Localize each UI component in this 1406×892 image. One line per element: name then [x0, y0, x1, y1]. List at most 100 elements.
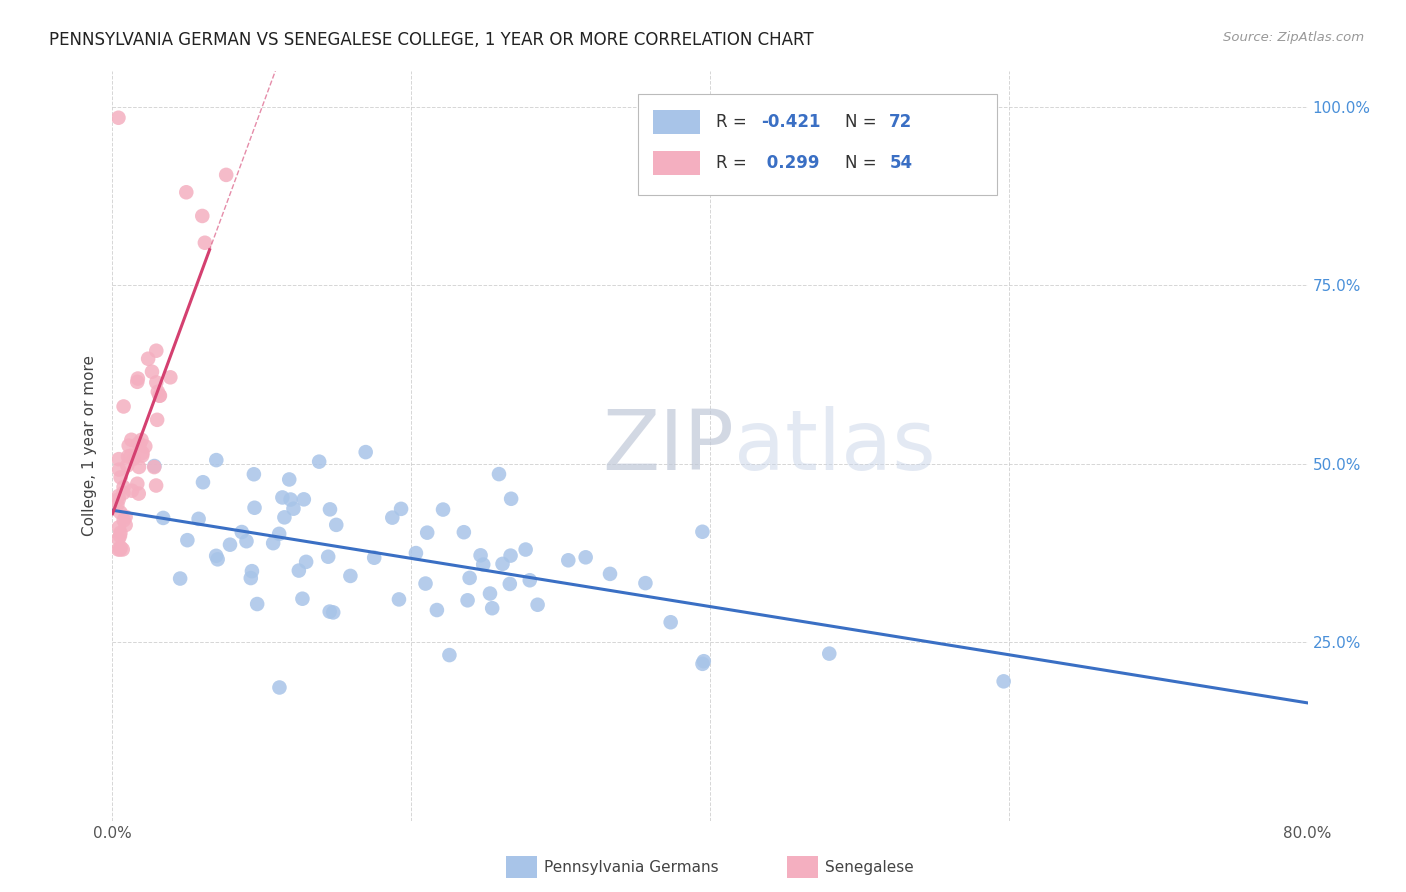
Point — [295, 555, 318, 569]
Point — [499, 577, 522, 591]
Point — [231, 524, 253, 539]
Point — [114, 509, 136, 524]
Point — [110, 525, 132, 540]
Point — [319, 502, 342, 516]
Point — [117, 458, 139, 473]
Point — [432, 502, 454, 516]
Point — [325, 517, 347, 532]
Point — [131, 446, 153, 460]
Point — [107, 542, 129, 557]
Point — [472, 558, 495, 572]
Bar — [652, 151, 700, 175]
Point — [127, 375, 149, 389]
Point — [207, 552, 229, 566]
Point — [108, 520, 131, 534]
Point — [143, 458, 166, 473]
Point — [481, 601, 503, 615]
Point — [557, 553, 579, 567]
Text: N =: N = — [845, 153, 882, 172]
Text: 0.299: 0.299 — [762, 153, 820, 172]
Y-axis label: College, 1 year or more: College, 1 year or more — [82, 356, 97, 536]
Point — [128, 437, 150, 451]
Point — [112, 513, 135, 527]
Point — [339, 569, 361, 583]
Point — [291, 591, 314, 606]
Point — [108, 529, 131, 543]
Point — [235, 534, 257, 549]
Point — [107, 452, 129, 467]
Point — [322, 606, 344, 620]
Text: atlas: atlas — [734, 406, 935, 486]
Text: N =: N = — [845, 113, 882, 131]
Point — [659, 615, 682, 630]
Point — [169, 572, 191, 586]
Point — [127, 371, 149, 385]
Point — [283, 501, 305, 516]
Point — [262, 536, 284, 550]
Point — [599, 566, 621, 581]
Point — [478, 586, 501, 600]
Text: ZIP: ZIP — [602, 406, 734, 486]
Point — [426, 603, 449, 617]
Point — [405, 546, 427, 560]
Point — [388, 592, 411, 607]
Point — [458, 571, 481, 585]
Point — [176, 533, 198, 548]
Point — [114, 518, 136, 533]
Point — [453, 525, 475, 540]
Point — [146, 413, 169, 427]
Text: -0.421: -0.421 — [762, 113, 821, 131]
Point — [271, 491, 294, 505]
Point — [107, 111, 129, 125]
Point — [488, 467, 510, 482]
Point — [112, 480, 135, 494]
Point — [501, 491, 523, 506]
Point — [152, 511, 174, 525]
Point — [280, 492, 302, 507]
Point — [288, 564, 311, 578]
Point — [148, 389, 170, 403]
Point — [191, 475, 214, 490]
Point — [191, 209, 214, 223]
Point — [692, 524, 714, 539]
Point — [117, 450, 139, 464]
Point — [134, 439, 156, 453]
FancyBboxPatch shape — [638, 94, 997, 195]
Point — [145, 343, 167, 358]
Point — [575, 550, 598, 565]
Point — [269, 526, 291, 541]
Point — [243, 500, 266, 515]
Point — [491, 557, 513, 571]
Point — [145, 478, 167, 492]
Point — [693, 654, 716, 668]
Point — [205, 549, 228, 563]
Point — [278, 473, 301, 487]
Point — [316, 549, 339, 564]
Point — [246, 597, 269, 611]
Point — [131, 433, 153, 447]
Point — [205, 453, 228, 467]
Point — [273, 510, 295, 524]
Point — [112, 400, 135, 414]
Point — [110, 541, 132, 555]
Text: R =: R = — [716, 113, 752, 131]
Point — [415, 576, 437, 591]
Point — [318, 605, 340, 619]
Point — [128, 460, 150, 475]
Point — [439, 648, 461, 662]
Point — [145, 376, 167, 390]
Point — [515, 542, 537, 557]
Point — [136, 351, 159, 366]
Point — [292, 492, 315, 507]
Point — [194, 235, 217, 250]
Text: Source: ZipAtlas.com: Source: ZipAtlas.com — [1223, 31, 1364, 45]
Point — [457, 593, 479, 607]
Point — [993, 674, 1015, 689]
Text: PENNSYLVANIA GERMAN VS SENEGALESE COLLEGE, 1 YEAR OR MORE CORRELATION CHART: PENNSYLVANIA GERMAN VS SENEGALESE COLLEG… — [49, 31, 814, 49]
Text: 54: 54 — [890, 153, 912, 172]
Point — [692, 657, 714, 671]
Point — [219, 538, 242, 552]
Point — [519, 574, 541, 588]
Point — [416, 525, 439, 540]
Point — [174, 186, 197, 200]
